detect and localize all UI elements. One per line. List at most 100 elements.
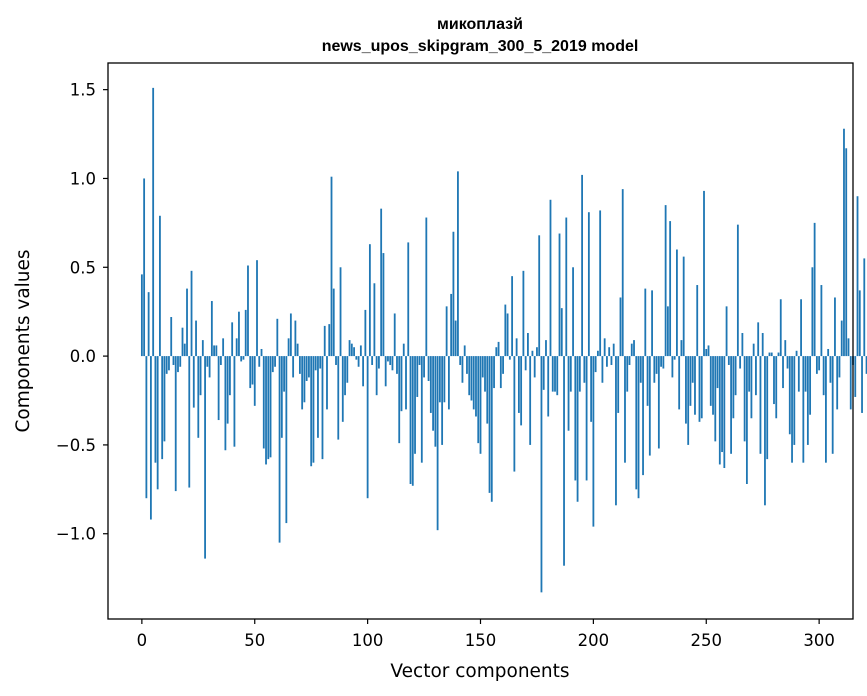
bar xyxy=(861,356,863,413)
bar xyxy=(256,260,258,357)
bar xyxy=(391,356,394,371)
bar xyxy=(213,345,216,357)
bar xyxy=(197,356,200,438)
bar xyxy=(791,356,793,463)
y-tick-label: −0.5 xyxy=(56,436,96,455)
bar xyxy=(380,208,383,357)
bar xyxy=(195,320,197,357)
bar xyxy=(736,224,739,357)
bar xyxy=(174,356,177,492)
bar xyxy=(691,356,694,383)
bar xyxy=(210,301,213,357)
bar xyxy=(547,356,550,417)
bar xyxy=(533,356,536,378)
bar xyxy=(229,356,231,396)
bar xyxy=(251,356,254,385)
bar xyxy=(366,356,369,499)
bar xyxy=(502,356,504,374)
bar xyxy=(400,356,403,412)
bar xyxy=(452,231,455,357)
bar xyxy=(822,356,825,396)
bar xyxy=(840,320,843,357)
bar xyxy=(335,356,337,365)
bar xyxy=(743,356,746,442)
y-tick-label: −1.0 xyxy=(56,525,96,544)
bar xyxy=(242,356,245,360)
bar xyxy=(323,325,326,357)
bar xyxy=(615,356,617,506)
bar xyxy=(247,265,249,357)
bar xyxy=(348,340,351,357)
bar xyxy=(788,356,791,435)
bar xyxy=(344,356,346,396)
bar xyxy=(493,356,495,389)
bar xyxy=(820,285,823,357)
bar xyxy=(416,356,419,397)
bar xyxy=(285,356,288,524)
bar xyxy=(459,356,462,365)
bar xyxy=(732,356,735,419)
bar xyxy=(294,320,297,357)
bar xyxy=(188,356,191,488)
bar xyxy=(310,356,313,467)
plot-frame xyxy=(107,62,854,620)
chart-title-line1: микоплазй xyxy=(437,16,523,33)
bar xyxy=(549,199,552,357)
bar xyxy=(378,356,380,369)
bar xyxy=(511,276,514,357)
bar xyxy=(716,356,719,389)
bar xyxy=(601,356,604,383)
bar xyxy=(274,356,276,367)
bar xyxy=(727,356,730,365)
bar xyxy=(384,356,387,387)
bar xyxy=(540,356,543,593)
bar xyxy=(328,324,331,357)
bar xyxy=(206,356,209,367)
bar xyxy=(463,345,466,357)
bar xyxy=(296,343,299,357)
bar xyxy=(542,356,545,390)
bar xyxy=(705,348,708,357)
y-tick-label: 1.0 xyxy=(70,169,96,188)
bar xyxy=(192,356,195,408)
bar xyxy=(809,356,812,415)
bar xyxy=(457,171,459,357)
bar xyxy=(447,356,450,410)
bar xyxy=(745,356,748,484)
bar xyxy=(495,347,498,357)
bar xyxy=(317,356,319,438)
bar xyxy=(258,356,261,367)
bar xyxy=(639,356,642,383)
bar xyxy=(283,356,285,392)
bar xyxy=(603,338,606,357)
bar xyxy=(583,356,586,383)
x-axis-label: Vector components xyxy=(390,661,569,682)
bar xyxy=(865,356,867,374)
bar xyxy=(800,299,802,357)
bar xyxy=(707,345,710,357)
bar xyxy=(646,356,649,406)
bar xyxy=(396,356,398,374)
bar xyxy=(592,356,595,527)
bar xyxy=(709,356,712,406)
bar xyxy=(303,356,306,403)
bar xyxy=(222,338,225,357)
bar xyxy=(506,313,509,357)
bar xyxy=(224,356,227,451)
bar xyxy=(522,270,525,357)
bar xyxy=(831,356,834,454)
bar xyxy=(429,356,432,413)
bar xyxy=(375,356,378,396)
bar xyxy=(838,356,841,378)
bar xyxy=(587,212,590,357)
bar xyxy=(764,356,766,506)
bar xyxy=(156,356,159,490)
bar xyxy=(802,356,805,463)
bar xyxy=(858,290,861,357)
bar xyxy=(341,356,344,422)
bar xyxy=(676,249,678,357)
bar xyxy=(267,356,270,460)
bar xyxy=(420,356,423,463)
bar xyxy=(183,343,186,357)
